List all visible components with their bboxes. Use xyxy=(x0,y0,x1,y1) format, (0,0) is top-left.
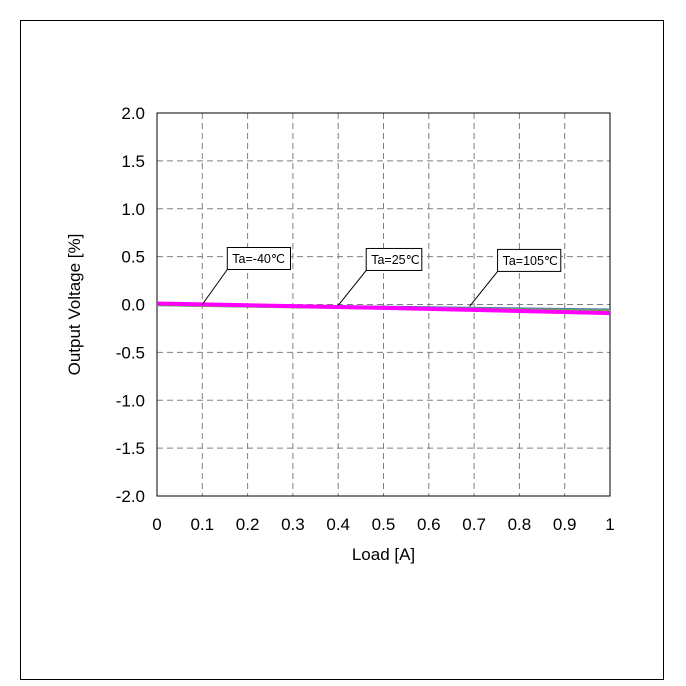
annotation-label: Ta=25℃ xyxy=(371,253,419,267)
y-tick-label: -2.0 xyxy=(116,487,145,506)
annotation-leader xyxy=(469,271,498,307)
x-tick-label: 0.3 xyxy=(281,515,305,534)
series-line-2 xyxy=(156,301,611,316)
annotation-box xyxy=(497,248,562,272)
annotation-leader xyxy=(337,270,367,306)
x-tick-label: 0.1 xyxy=(190,515,214,534)
y-tick-label: 1.5 xyxy=(121,152,145,171)
x-axis-label: Load [A] xyxy=(352,545,415,564)
y-tick-label: 2.0 xyxy=(121,104,145,123)
y-tick-label: 0.5 xyxy=(121,248,145,267)
annotation-box xyxy=(226,247,292,270)
x-tick-label: 0.4 xyxy=(326,515,350,534)
x-tick-label: 0.8 xyxy=(508,515,532,534)
x-tick-label: 0.7 xyxy=(462,515,486,534)
annotation-2: Ta=105℃ xyxy=(469,248,562,307)
y-tick-label: -1.5 xyxy=(116,439,145,458)
x-tick-label: 1 xyxy=(605,515,614,534)
x-tick-labels: 0 0.1 0.2 0.3 0.4 0.5 0.6 0.7 0.8 0.9 1 xyxy=(152,515,614,534)
x-tick-label: 0 xyxy=(152,515,161,534)
x-tick-label: 0.6 xyxy=(417,515,441,534)
annotation-box xyxy=(365,247,423,271)
y-tick-label: 0.0 xyxy=(121,296,145,315)
y-tick-labels: 2.0 1.5 1.0 0.5 0.0 -0.5 -1.0 -1.5 -2.0 xyxy=(116,104,145,506)
x-tick-label: 0.5 xyxy=(372,515,396,534)
chart-frame xyxy=(20,20,664,680)
y-tick-label: -0.5 xyxy=(116,343,145,362)
y-tick-label: -1.0 xyxy=(116,391,145,410)
y-tick-label: 1.0 xyxy=(121,200,145,219)
series-group xyxy=(156,301,611,316)
annotation-label: Ta=105℃ xyxy=(503,254,558,268)
annotation-label: Ta=-40℃ xyxy=(232,252,285,266)
annotations: Ta=-40℃ Ta=25℃ Ta=105℃ xyxy=(201,247,562,307)
x-tick-label: 0.9 xyxy=(553,515,577,534)
y-axis-label: Output Voltage [%] xyxy=(65,234,84,376)
annotation-1: Ta=25℃ xyxy=(337,247,423,306)
annotation-leader xyxy=(201,269,228,305)
x-tick-label: 0.2 xyxy=(236,515,260,534)
annotation-0: Ta=-40℃ xyxy=(201,247,292,305)
